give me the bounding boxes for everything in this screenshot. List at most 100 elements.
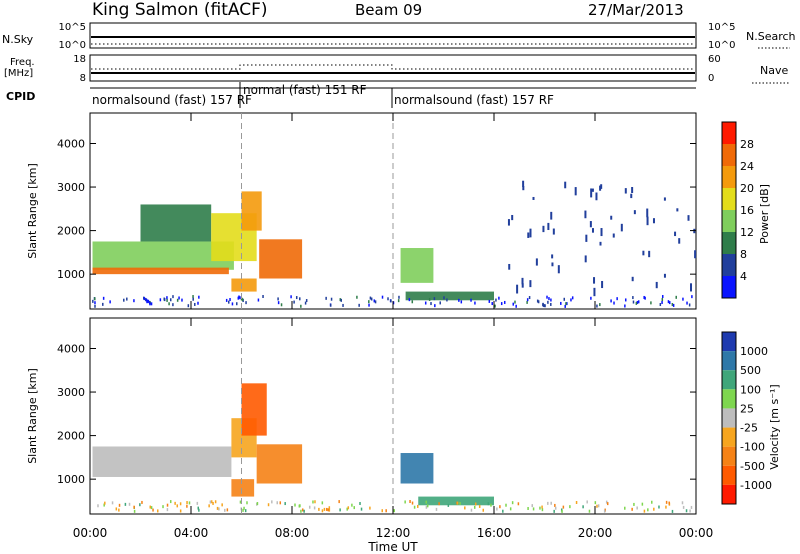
velocity-near-range-mark bbox=[346, 507, 348, 511]
power-scatter-mark bbox=[584, 255, 587, 263]
power-near-range-mark bbox=[176, 298, 179, 302]
power-near-range-mark bbox=[192, 297, 194, 301]
velocity-near-range-mark bbox=[561, 509, 563, 513]
power-near-range-mark bbox=[149, 302, 151, 306]
velocity-near-range-mark bbox=[596, 504, 598, 508]
power-near-range-mark bbox=[430, 302, 432, 306]
velocity-near-range-mark bbox=[326, 507, 328, 511]
velocity-near-range-mark bbox=[353, 506, 355, 510]
x-tick-label: 16:00 bbox=[477, 526, 512, 540]
velocity-echo-region bbox=[418, 496, 494, 506]
velocity-near-range-mark bbox=[575, 500, 578, 504]
date-title: 27/Mar/2013 bbox=[588, 1, 684, 19]
velocity-near-range-mark bbox=[243, 506, 245, 510]
velocity-near-range-mark bbox=[246, 501, 248, 505]
velocity-near-range-mark bbox=[636, 506, 638, 510]
power-near-range-mark bbox=[159, 298, 162, 302]
power-near-range-mark bbox=[547, 300, 549, 304]
velocity-near-range-mark bbox=[239, 500, 242, 504]
velocity-near-range-mark bbox=[308, 505, 311, 509]
power-colorbar-tick: 12 bbox=[740, 226, 754, 239]
power-scatter-mark bbox=[542, 225, 545, 233]
velocity-near-range-mark bbox=[411, 501, 414, 505]
velocity-near-range-mark bbox=[97, 504, 99, 508]
velocity-colorbar-swatch bbox=[722, 427, 736, 447]
velocity-echo-region bbox=[241, 383, 267, 436]
power-echo-region bbox=[140, 204, 212, 242]
power-near-range-mark bbox=[635, 301, 638, 305]
velocity-near-range-mark bbox=[474, 502, 477, 506]
power-near-range-mark bbox=[428, 297, 431, 301]
power-echo-region bbox=[405, 291, 494, 301]
power-scatter-mark bbox=[694, 250, 697, 259]
power-colorbar-tick: 16 bbox=[740, 204, 754, 217]
power-near-range-mark bbox=[397, 299, 400, 303]
nsearch-label: N.Search bbox=[746, 30, 796, 43]
velocity-near-range-mark bbox=[242, 508, 244, 512]
power-near-range-mark bbox=[494, 304, 496, 308]
velocity-near-range-mark bbox=[323, 507, 326, 511]
nave-tick-bottom: 0 bbox=[708, 73, 714, 84]
velocity-y-tick-label: 2000 bbox=[57, 430, 85, 443]
velocity-near-range-mark bbox=[505, 503, 507, 507]
power-scatter-mark bbox=[642, 250, 645, 256]
power-scatter-mark bbox=[535, 258, 538, 266]
velocity-near-range-mark bbox=[212, 501, 214, 505]
velocity-near-range-mark bbox=[351, 503, 353, 507]
power-scatter-mark bbox=[620, 223, 623, 232]
velocity-near-range-mark bbox=[606, 502, 609, 506]
power-colorbar-swatch bbox=[722, 210, 736, 232]
velocity-near-range-mark bbox=[464, 506, 466, 510]
power-scatter-mark bbox=[633, 210, 636, 215]
power-scatter-mark bbox=[630, 193, 633, 199]
velocity-near-range-mark bbox=[527, 506, 529, 510]
freq-strip-frame bbox=[89, 54, 697, 82]
velocity-near-range-mark bbox=[653, 507, 655, 511]
velocity-near-range-mark bbox=[643, 509, 646, 513]
power-near-range-mark bbox=[500, 302, 503, 306]
power-near-range-mark bbox=[460, 300, 463, 304]
power-near-range-mark bbox=[340, 298, 343, 302]
power-near-range-mark bbox=[109, 300, 111, 304]
power-near-range-mark bbox=[624, 298, 627, 302]
velocity-data-layer bbox=[92, 318, 693, 514]
power-near-range-mark bbox=[126, 297, 128, 301]
velocity-near-range-mark bbox=[221, 503, 223, 507]
velocity-near-range-mark bbox=[404, 500, 406, 504]
power-scatter-mark bbox=[599, 241, 602, 246]
power-near-range-mark bbox=[599, 303, 601, 307]
power-near-range-mark bbox=[488, 299, 491, 303]
power-near-range-mark bbox=[474, 301, 476, 305]
velocity-near-range-mark bbox=[188, 501, 191, 505]
velocity-colorbar-swatch bbox=[722, 408, 736, 428]
power-scatter-mark bbox=[655, 281, 658, 289]
velocity-near-range-mark bbox=[150, 506, 153, 510]
velocity-near-range-mark bbox=[299, 504, 301, 508]
velocity-colorbar-label: Velocity [m s⁻¹] bbox=[768, 384, 781, 469]
power-scatter-mark bbox=[507, 219, 510, 226]
velocity-echo-region bbox=[256, 444, 303, 484]
velocity-near-range-mark bbox=[179, 502, 182, 506]
velocity-near-range-mark bbox=[139, 503, 141, 507]
velocity-near-range-mark bbox=[369, 506, 371, 510]
velocity-near-range-mark bbox=[318, 507, 320, 511]
power-near-range-mark bbox=[146, 300, 148, 304]
power-colorbar-swatch bbox=[722, 144, 736, 166]
power-near-range-mark bbox=[370, 297, 373, 301]
velocity-near-range-mark bbox=[690, 505, 693, 509]
power-near-range-mark bbox=[169, 298, 172, 302]
power-near-range-mark bbox=[637, 300, 640, 304]
velocity-near-range-mark bbox=[118, 503, 121, 507]
power-echo-region bbox=[92, 267, 229, 275]
power-near-range-mark bbox=[102, 302, 104, 306]
power-near-range-mark bbox=[470, 298, 472, 302]
velocity-echo-region bbox=[92, 446, 232, 477]
velocity-near-range-mark bbox=[409, 500, 411, 504]
power-near-range-mark bbox=[262, 295, 264, 299]
velocity-near-range-mark bbox=[218, 507, 220, 511]
power-scatter-mark bbox=[593, 277, 596, 284]
velocity-near-range-mark bbox=[157, 509, 159, 513]
velocity-near-range-mark bbox=[111, 501, 114, 505]
power-near-range-mark bbox=[565, 302, 567, 306]
